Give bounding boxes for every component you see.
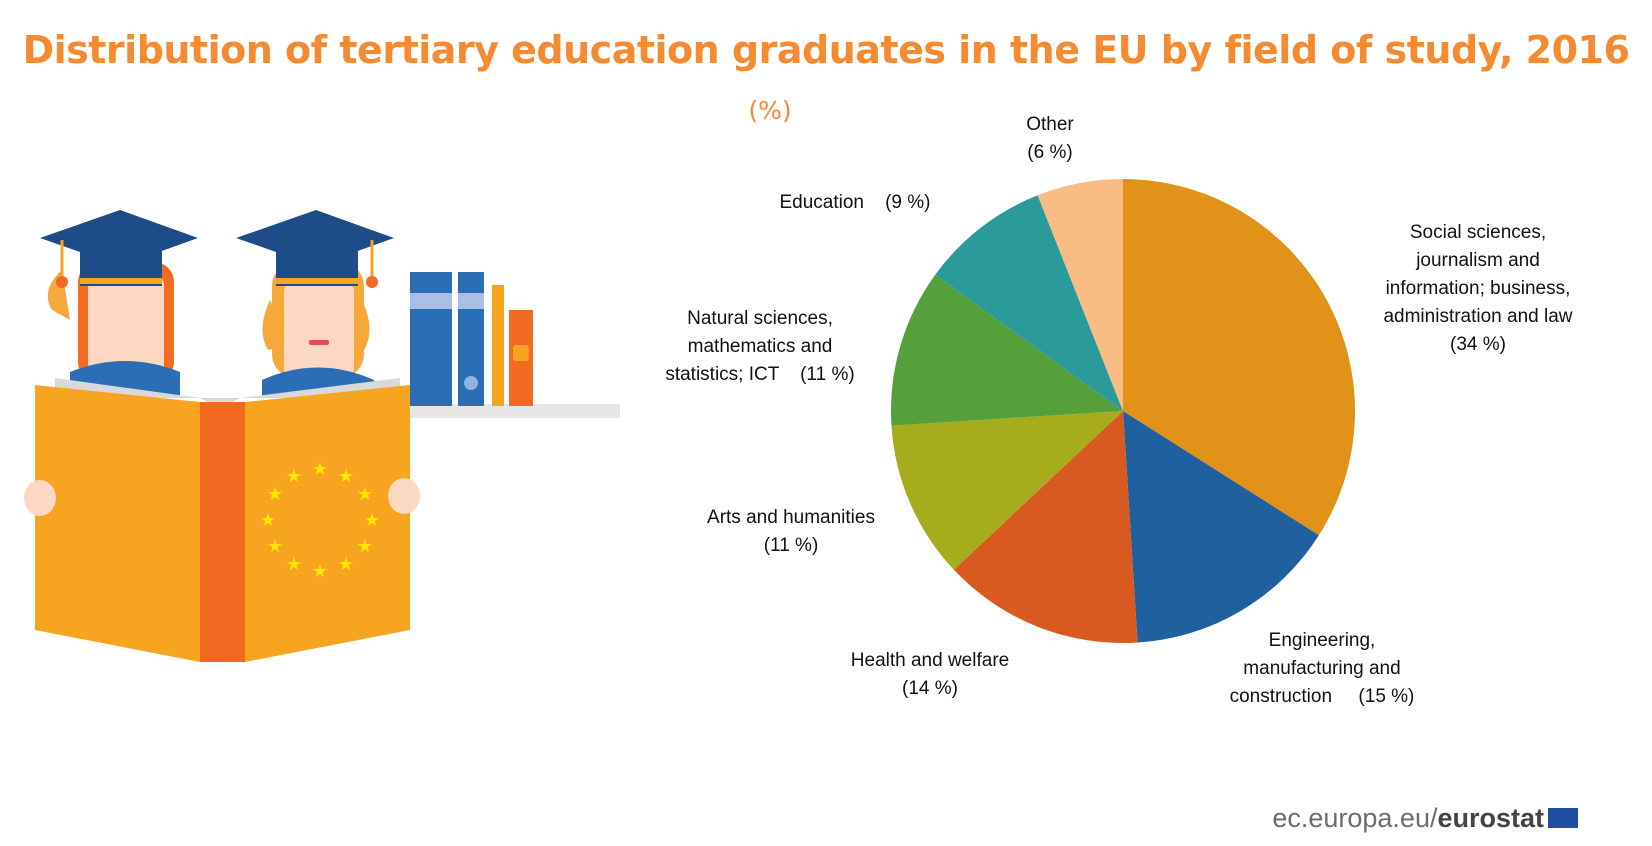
footer-site: ec.europa.eu/ <box>1272 803 1438 833</box>
svg-text:★: ★ <box>267 484 283 505</box>
pie-slices <box>891 179 1355 643</box>
svg-text:★: ★ <box>357 536 373 557</box>
svg-text:★: ★ <box>364 510 380 531</box>
slice-label: Other (6 %) <box>1026 114 1074 163</box>
pie-slice <box>1123 179 1355 536</box>
students-reading-illustration: ★ ★★ ★★★ ★★★ ★★★ <box>24 210 620 662</box>
eu-flag-icon <box>1548 808 1578 828</box>
shelf-book <box>492 285 504 406</box>
pie-slice <box>891 411 1123 570</box>
slice-label: Social sciences, journalism and informatio… <box>1383 222 1572 355</box>
pie-slice <box>953 411 1138 643</box>
chart-title: Distribution of tertiary education gradu… <box>22 28 1630 72</box>
shelf <box>380 404 620 418</box>
student-left <box>40 210 198 395</box>
footer-brand: eurostat <box>1437 803 1544 833</box>
svg-text:★: ★ <box>338 554 354 575</box>
slice-label: Health and welfare (14 %) <box>851 650 1009 699</box>
slice-label: Arts and humanities (11 %) <box>707 507 875 556</box>
shelf-book <box>410 272 452 406</box>
footer-source[interactable]: ec.europa.eu/eurostat <box>1272 803 1544 834</box>
eu-book: ★ ★★ ★★★ ★★★ ★★★ <box>24 378 420 662</box>
student-right <box>236 210 394 398</box>
eu-stars: ★ ★★ ★★★ ★★★ ★★★ <box>260 459 380 582</box>
svg-text:★: ★ <box>286 466 302 487</box>
slice-label: Education (9 %) <box>779 192 930 213</box>
pie-labels: Social sciences, journalism and informatio… <box>665 114 1572 707</box>
svg-text:★: ★ <box>260 510 276 531</box>
pie-slice <box>891 274 1123 426</box>
pie-slice <box>1037 179 1123 411</box>
svg-text:★: ★ <box>312 459 328 480</box>
svg-text:★: ★ <box>286 554 302 575</box>
chart-subtitle: (%) <box>748 96 792 125</box>
pie-slice <box>935 195 1123 411</box>
book-spine <box>200 402 245 662</box>
svg-text:★: ★ <box>338 466 354 487</box>
pie-slice <box>1123 411 1319 643</box>
svg-text:★: ★ <box>357 484 373 505</box>
slice-label: Engineering, manufacturing and constructio… <box>1230 630 1415 707</box>
slice-label: Natural sciences, mathematics and statisti… <box>665 308 854 385</box>
svg-text:★: ★ <box>267 536 283 557</box>
svg-text:★: ★ <box>312 561 328 582</box>
